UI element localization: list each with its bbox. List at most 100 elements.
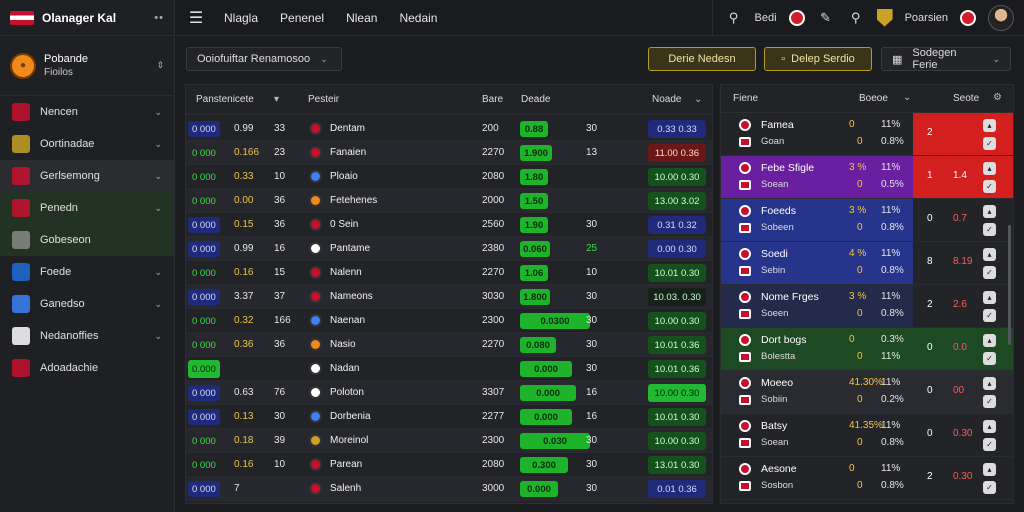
table-row[interactable]: 0 000 0.99 33 Dentam 200 0.88 30 0.33 0.33 bbox=[186, 117, 712, 141]
edit-icon[interactable]: ✎ bbox=[820, 9, 832, 25]
col-rating[interactable]: Noade bbox=[652, 94, 682, 105]
squad-name[interactable]: Soedi bbox=[761, 248, 788, 260]
table-row[interactable]: 0 000 3.37 37 Nameons 3030 1.800 30 10.03. 0.30 bbox=[186, 285, 712, 309]
sidebar-item[interactable]: Ganedso ⌄ bbox=[0, 288, 174, 320]
action-icon[interactable]: ✓ bbox=[983, 438, 996, 451]
action-icon[interactable]: ▴ bbox=[983, 162, 996, 175]
player-name[interactable]: Dorbenia bbox=[330, 411, 371, 422]
avatar[interactable] bbox=[988, 4, 1014, 31]
sidebar-item[interactable]: Penedn ⌄ bbox=[0, 192, 174, 224]
player-name[interactable]: Salenh bbox=[330, 483, 362, 494]
table-row[interactable]: 0 000 0.33 10 Ploaio 2080 1.80 10.00 0.30 bbox=[186, 165, 712, 189]
squad-row[interactable]: Famea Goan 0 11% 0 0.8% 2 ▴ ✓ bbox=[721, 113, 1013, 156]
menu-icon[interactable]: ☰ bbox=[188, 9, 204, 27]
squad-row[interactable]: Moeeo Sobiin 41.30% 11% 0 0.2% 0 00 ▴ ✓ bbox=[721, 371, 1013, 414]
player-name[interactable]: Fetehenes bbox=[330, 195, 378, 206]
col-stats[interactable]: Deade bbox=[521, 94, 551, 105]
action-icon[interactable]: ✓ bbox=[983, 395, 996, 408]
col-player[interactable]: Panstenicete bbox=[196, 94, 254, 105]
search-label[interactable]: Bedi bbox=[754, 11, 777, 24]
table-row[interactable]: 0 000 0.00 36 Fetehenes 2000 1.50 13.00 3.02 bbox=[186, 189, 712, 213]
filter-select[interactable]: Ooiofuiftar Renamosoo ⌄ bbox=[186, 47, 342, 71]
squad-name[interactable]: Nome Frges bbox=[761, 291, 819, 303]
player-name[interactable]: Nasio bbox=[330, 339, 356, 350]
gear-icon[interactable]: ⚙ bbox=[993, 92, 1002, 103]
sort-icon[interactable]: ▾ bbox=[274, 94, 280, 105]
team-label[interactable]: Poarsien bbox=[904, 11, 948, 24]
sidebar-item[interactable]: Foede ⌄ bbox=[0, 256, 174, 288]
squad-name[interactable]: Febe Sfigle bbox=[761, 162, 815, 174]
player-name[interactable]: Nadan bbox=[330, 363, 360, 374]
player-name[interactable]: Dentam bbox=[330, 123, 366, 134]
player-name[interactable]: 0 Sein bbox=[330, 219, 359, 230]
table-row[interactable]: 0 000 7 Salenh 3000 0.000 30 0.01 0.36 bbox=[186, 477, 712, 501]
squad-name[interactable]: Moeeo bbox=[761, 377, 794, 389]
action-icon[interactable]: ✓ bbox=[983, 266, 996, 279]
panel-col-stat[interactable]: Boeoe bbox=[859, 93, 888, 104]
more-icon[interactable]: •• bbox=[154, 11, 164, 24]
col-pos[interactable]: Pesteir bbox=[308, 94, 340, 105]
magnify-icon[interactable]: ⚲ bbox=[850, 9, 861, 25]
squad-row[interactable]: Batsy Soean 41.35% 11% 0 0.8% 0 0.30 ▴ ✓ bbox=[721, 414, 1013, 457]
table-row[interactable]: 0 000 0.16 15 Nalenn 2270 1.06 10 10.01 0.30 bbox=[186, 261, 712, 285]
action-icon[interactable]: ▴ bbox=[983, 463, 996, 476]
chevron-updown-icon[interactable]: ⇕ bbox=[156, 60, 164, 70]
chevron-down-icon[interactable]: ⌄ bbox=[903, 92, 912, 103]
squad-row[interactable]: Dort bogs Bolestta 0 0.3% 0 11% 0 0.0 ▴ ✓ bbox=[721, 328, 1013, 371]
secondary-button[interactable]: ▫ Delep Serdio bbox=[764, 47, 872, 71]
action-icon[interactable]: ✓ bbox=[983, 352, 996, 365]
primary-button[interactable]: Derie Nedesn bbox=[648, 47, 756, 71]
table-row[interactable]: 0 000 0.16 10 Parean 2080 0.300 30 13.01 0.30 bbox=[186, 453, 712, 477]
action-icon[interactable]: ▴ bbox=[983, 420, 996, 433]
action-icon[interactable]: ✓ bbox=[983, 180, 996, 193]
player-name[interactable]: Moreinol bbox=[330, 435, 369, 446]
tab-4[interactable]: Nedain bbox=[399, 10, 438, 25]
sidebar-item[interactable]: Adoadachie bbox=[0, 352, 174, 384]
table-row[interactable]: 0 000 0.63 76 Poloton 3307 0.000 16 10.00 0.30 bbox=[186, 381, 712, 405]
scrollbar[interactable] bbox=[1008, 225, 1011, 345]
action-icon[interactable]: ✓ bbox=[983, 137, 996, 150]
player-name[interactable]: Fanaien bbox=[330, 147, 367, 158]
action-icon[interactable]: ▴ bbox=[983, 334, 996, 347]
table-row[interactable]: 0 000 0.18 39 Moreinol 2300 0.030 30 10.00 0.30 bbox=[186, 429, 712, 453]
club-selector[interactable]: ● Pobande Fioilos ⇕ bbox=[0, 36, 174, 96]
search-icon[interactable]: ⚲ bbox=[728, 9, 739, 25]
squad-row[interactable]: Aesone Sosbon 0 11% 0 0.8% 2 0.30 ▴ ✓ bbox=[721, 457, 1013, 500]
action-icon[interactable]: ▴ bbox=[983, 291, 996, 304]
panel-col-score[interactable]: Seote bbox=[953, 93, 980, 104]
sidebar-item[interactable]: Oortinadae ⌄ bbox=[0, 128, 174, 160]
player-name[interactable]: Naenan bbox=[330, 315, 366, 326]
squad-name[interactable]: Aesone bbox=[761, 463, 797, 475]
squad-name[interactable]: Batsy bbox=[761, 420, 788, 432]
tab-2[interactable]: Penenel bbox=[280, 10, 325, 25]
chevron-down-icon[interactable]: ⌄ bbox=[694, 94, 703, 105]
club-badge-icon[interactable] bbox=[788, 9, 805, 26]
sidebar-item[interactable]: Nencen ⌄ bbox=[0, 96, 174, 128]
squad-row[interactable]: Febe Sfigle Soean 3 % 11% 0 0.5% 1 1.4 ▴ ✓ bbox=[721, 156, 1013, 199]
tab-3[interactable]: Nlean bbox=[346, 10, 378, 25]
squad-row[interactable]: Nome Frges Soeen 3 % 11% 0 0.8% 2 2.6 ▴ ✓ bbox=[721, 285, 1013, 328]
shield-icon[interactable] bbox=[876, 8, 893, 27]
squad-row[interactable]: Foeeds Sobeen 3 % 11% 0 0.8% 0 0.7 ▴ ✓ bbox=[721, 199, 1013, 242]
table-row[interactable]: 0 000 0.15 36 0 Sein 2560 1.90 30 0.31 0.32 bbox=[186, 213, 712, 237]
action-icon[interactable]: ✓ bbox=[983, 481, 996, 494]
sidebar-item[interactable]: Gerlsemong ⌄ bbox=[0, 160, 174, 192]
player-name[interactable]: Pantame bbox=[330, 243, 371, 254]
table-row[interactable]: 0 000 0.99 16 Pantame 2380 0.060 25 0.00 0.30 bbox=[186, 237, 712, 261]
col-ovr[interactable]: Bare bbox=[482, 94, 504, 105]
sidebar-item[interactable]: Nedanoffies ⌄ bbox=[0, 320, 174, 352]
squad-name[interactable]: Famea bbox=[761, 119, 794, 131]
tab-1[interactable]: Nlagla bbox=[224, 10, 259, 25]
squad-name[interactable]: Dort bogs bbox=[761, 334, 807, 346]
player-name[interactable]: Ploaio bbox=[330, 171, 358, 182]
squad-name[interactable]: Foeeds bbox=[761, 205, 797, 217]
table-row[interactable]: 0 000 0.13 30 Dorbenia 2277 0.000 16 10.01 0.30 bbox=[186, 405, 712, 429]
player-name[interactable]: Parean bbox=[330, 459, 363, 470]
table-row[interactable]: 0 000 0.36 36 Nasio 2270 0.080 30 10.01 0.36 bbox=[186, 333, 712, 357]
action-icon[interactable]: ✓ bbox=[983, 223, 996, 236]
action-icon[interactable]: ▴ bbox=[983, 205, 996, 218]
panel-col-name[interactable]: Fiene bbox=[733, 93, 759, 104]
table-row[interactable]: 0 000 0.32 166 Naenan 2300 0.0300 30 10.00 0.30 bbox=[186, 309, 712, 333]
table-row[interactable]: 0.000 Nadan 0.000 30 10.01 0.36 bbox=[186, 357, 712, 381]
table-row[interactable]: 0 000 0.166 23 Fanaien 2270 1.900 13 11.00 0.36 bbox=[186, 141, 712, 165]
